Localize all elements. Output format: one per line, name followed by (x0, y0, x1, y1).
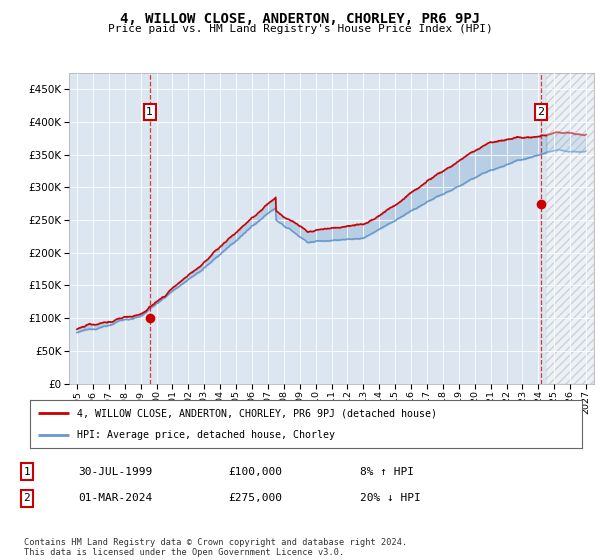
Text: 20% ↓ HPI: 20% ↓ HPI (360, 493, 421, 503)
Text: 30-JUL-1999: 30-JUL-1999 (78, 466, 152, 477)
Text: 4, WILLOW CLOSE, ANDERTON, CHORLEY, PR6 9PJ: 4, WILLOW CLOSE, ANDERTON, CHORLEY, PR6 … (120, 12, 480, 26)
Text: 2: 2 (538, 107, 545, 117)
Text: 4, WILLOW CLOSE, ANDERTON, CHORLEY, PR6 9PJ (detached house): 4, WILLOW CLOSE, ANDERTON, CHORLEY, PR6 … (77, 408, 437, 418)
Text: 2: 2 (23, 493, 31, 503)
Text: 01-MAR-2024: 01-MAR-2024 (78, 493, 152, 503)
Text: £100,000: £100,000 (228, 466, 282, 477)
Text: 8% ↑ HPI: 8% ↑ HPI (360, 466, 414, 477)
Text: Price paid vs. HM Land Registry's House Price Index (HPI): Price paid vs. HM Land Registry's House … (107, 24, 493, 34)
Text: 1: 1 (23, 466, 31, 477)
Text: £275,000: £275,000 (228, 493, 282, 503)
Text: Contains HM Land Registry data © Crown copyright and database right 2024.
This d: Contains HM Land Registry data © Crown c… (24, 538, 407, 557)
Text: HPI: Average price, detached house, Chorley: HPI: Average price, detached house, Chor… (77, 430, 335, 440)
Bar (546, 73, 594, 384)
Text: 1: 1 (146, 107, 154, 117)
